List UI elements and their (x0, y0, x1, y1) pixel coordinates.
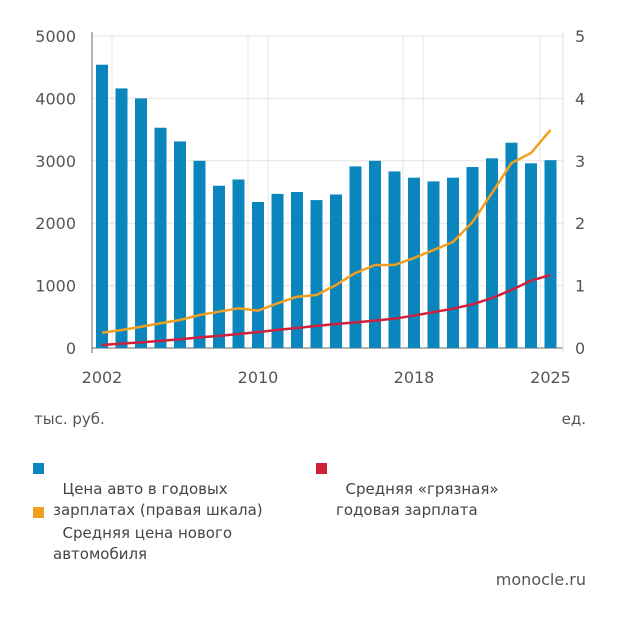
bar-2012 (291, 192, 303, 348)
legend-swatch-bars (33, 463, 44, 474)
series-line (101, 273, 551, 347)
bar-2018 (408, 177, 420, 348)
legend-item-salary: Средняя «грязная» годовая зарплата (316, 458, 499, 521)
left-tick-label: 5000 (35, 27, 76, 46)
left-tick-label: 4000 (35, 89, 76, 108)
bar-2009 (232, 179, 245, 348)
right-tick-label: 1 (575, 277, 585, 296)
bar-2024 (525, 163, 537, 348)
bar-2006 (174, 141, 186, 348)
legend-swatch-salary (316, 463, 327, 474)
right-tick-label: 5 (575, 27, 585, 46)
right-axis-unit: ед. (561, 410, 586, 428)
bar-2023 (505, 142, 518, 348)
source-label: monocle.ru (495, 570, 586, 589)
x-tick-label: 2025 (530, 368, 571, 387)
left-tick-label: 2000 (35, 214, 76, 233)
bar-2008 (213, 185, 225, 348)
legend-label-salary: Средняя «грязная» годовая зарплата (336, 480, 499, 519)
legend-swatch-price (33, 507, 44, 518)
bar-2010 (252, 201, 264, 348)
bar-2020 (447, 177, 459, 348)
bar-2002 (96, 64, 108, 348)
right-tick-label: 4 (575, 89, 585, 108)
series-line (101, 129, 552, 334)
right-tick-label: 3 (575, 152, 585, 171)
bar-2007 (193, 160, 206, 348)
legend-label-price: Средняя цена нового автомобиля (53, 524, 233, 563)
bar-2013 (310, 200, 323, 348)
bar-2025 (544, 160, 557, 348)
bar-2004 (135, 98, 147, 349)
bar-2015 (349, 166, 362, 348)
bar-2022 (486, 158, 498, 348)
bar-2021 (466, 167, 479, 348)
left-tick-label: 1000 (35, 277, 76, 296)
legend-label-bars: Цена авто в годовых зарплатах (правая шк… (53, 480, 263, 519)
x-tick-label: 2002 (82, 368, 123, 387)
bar-2005 (154, 127, 167, 348)
right-tick-label: 0 (575, 339, 585, 358)
bar-2017 (388, 171, 401, 348)
left-axis-unit: тыс. руб. (34, 410, 105, 428)
legend-item-bars: Цена авто в годовых зарплатах (правая шк… (33, 458, 263, 521)
bar-2019 (427, 181, 440, 348)
x-tick-label: 2018 (394, 368, 435, 387)
bar-2016 (369, 160, 381, 348)
bar-2003 (115, 88, 128, 348)
right-tick-label: 2 (575, 214, 585, 233)
left-tick-label: 0 (66, 339, 76, 358)
legend-item-price: Средняя цена нового автомобиля (33, 502, 233, 565)
x-tick-label: 2010 (238, 368, 279, 387)
bar-2014 (330, 194, 342, 348)
chart: 0 1000 2000 3000 4000 5000 0 1 2 3 4 5 2002 2010 2018 2… (35, 27, 585, 387)
bar-2011 (271, 193, 284, 348)
left-tick-label: 3000 (35, 152, 76, 171)
